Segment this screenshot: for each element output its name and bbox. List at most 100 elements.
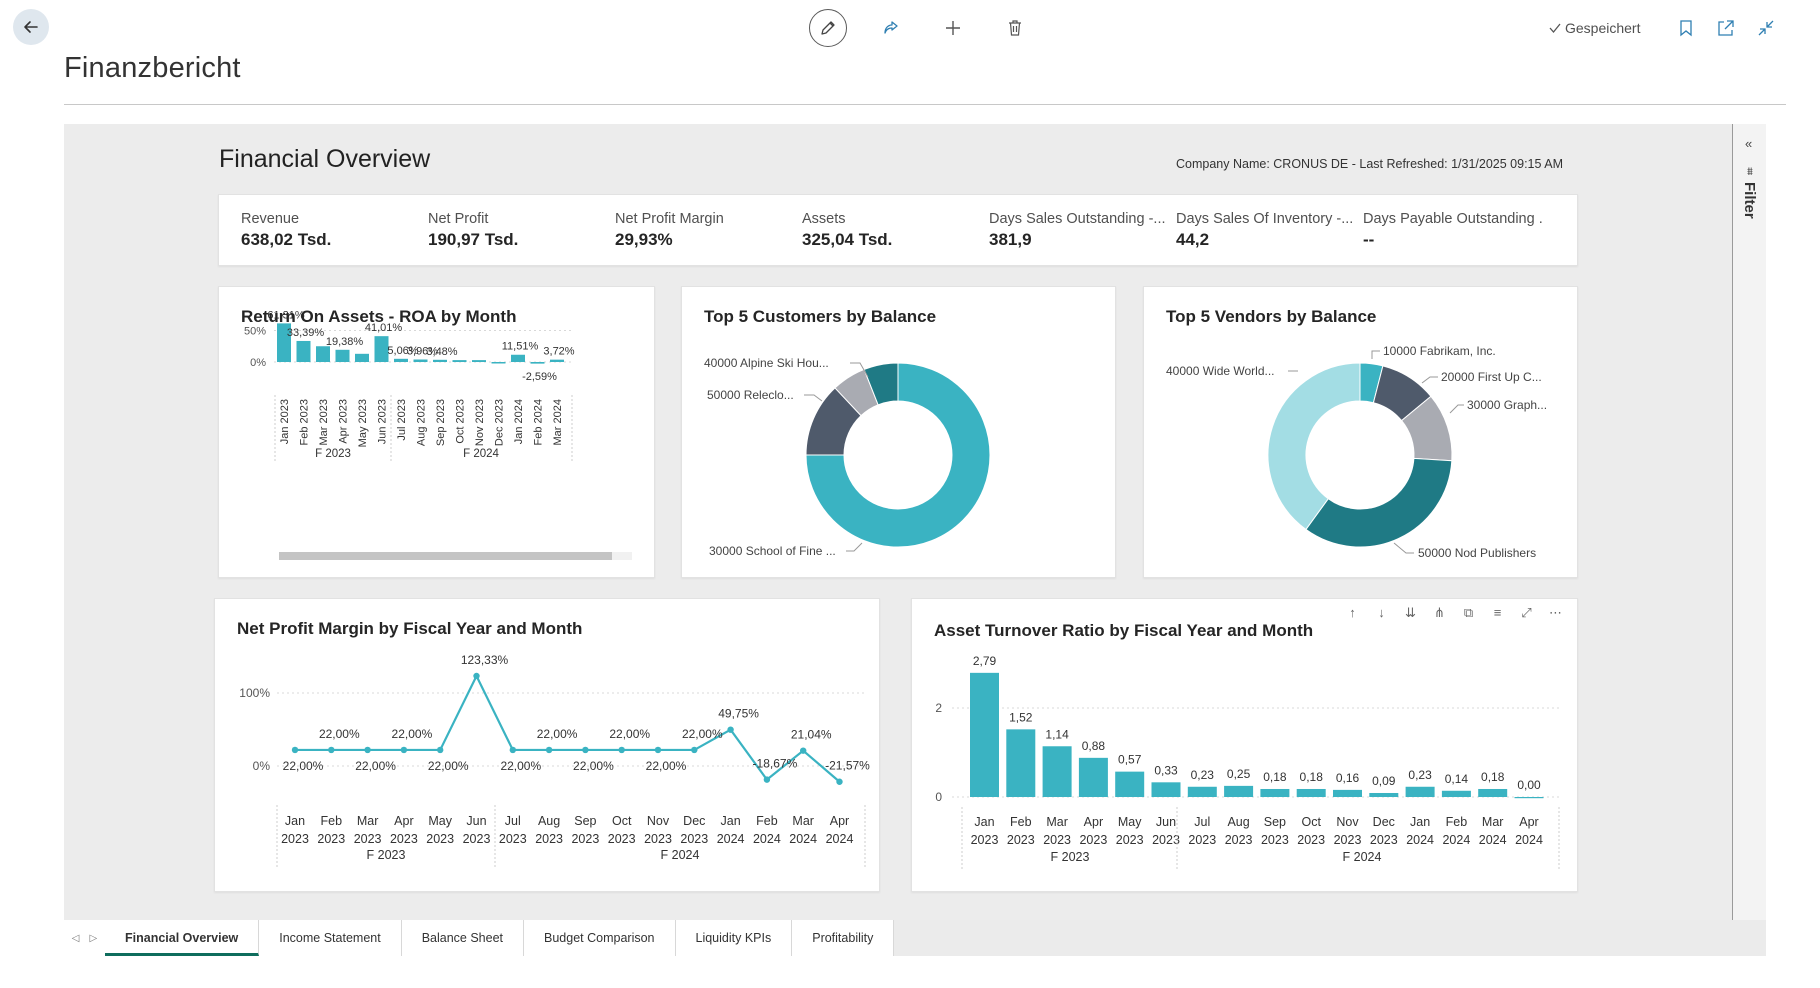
- collapse-button[interactable]: [1756, 16, 1776, 40]
- customers-legend-label: 40000 Alpine Ski Hou...: [704, 356, 829, 370]
- npm-point: [618, 746, 625, 754]
- atr-x-month: Jan: [1410, 815, 1430, 829]
- atr-x-month: Nov: [1336, 815, 1359, 829]
- expand-all-down-icon[interactable]: ⇊: [1405, 605, 1416, 620]
- roa-x-tick: Oct 2023: [455, 399, 467, 444]
- header-divider: [64, 104, 1786, 105]
- atr-x-year: 2023: [1225, 833, 1253, 847]
- drill-down-icon[interactable]: ↓: [1378, 605, 1385, 620]
- open-new-window-icon: [1718, 20, 1734, 36]
- tab-budget-comparison[interactable]: Budget Comparison: [524, 920, 676, 956]
- npm-data-label: 22,00%: [537, 727, 578, 741]
- atr-x-month: Mar: [1482, 815, 1504, 829]
- delete-button[interactable]: [997, 10, 1033, 46]
- open-new-window-button[interactable]: [1716, 16, 1736, 40]
- vendors-leader-line: [1421, 376, 1438, 384]
- kpi-net-profit-margin[interactable]: Net Profit Margin 29,93%: [615, 211, 795, 250]
- npm-data-label: 21,04%: [791, 728, 832, 742]
- tab-financial-overview[interactable]: Financial Overview: [105, 920, 260, 956]
- tab-income-statement[interactable]: Income Statement: [259, 920, 402, 956]
- bookmark-button[interactable]: [1676, 16, 1696, 40]
- npm-x-year: 2023: [499, 832, 527, 846]
- npm-series-line: [295, 673, 841, 783]
- roa-data-label: 5,06%: [387, 345, 418, 357]
- npm-data-label: 22,00%: [283, 759, 324, 773]
- atr-x-month: Sep: [1264, 815, 1286, 829]
- roa-chart[interactable]: 50% 0% 61,31% Jan 2023 33,39% Feb 2023 Mar 202…: [219, 287, 656, 579]
- tab-profitability[interactable]: Profitability: [792, 920, 895, 956]
- kpi-net-profit[interactable]: Net Profit 190,97 Tsd.: [428, 211, 608, 250]
- focus-mode-icon[interactable]: ⤢: [1521, 605, 1532, 620]
- kpi-card[interactable]: Revenue 638,02 Tsd. Net Profit 190,97 Ts…: [218, 194, 1578, 266]
- customers-legend-label: 50000 Releclo...: [707, 388, 794, 402]
- tab-liquidity-kpis[interactable]: Liquidity KPIs: [675, 920, 793, 956]
- roa-bar: [394, 358, 408, 362]
- npm-x-month: Feb: [321, 814, 343, 828]
- edit-button[interactable]: [809, 9, 847, 47]
- vendors-chart-card[interactable]: 10000 Fabrikam, Inc. 20000 First Up C... 3…: [1143, 286, 1578, 578]
- npm-point: [800, 747, 807, 754]
- tab-scroll-right-icon[interactable]: ▷: [89, 932, 98, 944]
- atr-x-year: 2023: [1043, 833, 1071, 847]
- roa-bar: [316, 346, 330, 362]
- customers-donut-chart[interactable]: 40000 Alpine Ski Hou... 50000 Releclo... 3…: [682, 287, 1117, 579]
- roa-x-tick: Dec 2023: [494, 399, 506, 446]
- roa-bar: [550, 359, 564, 362]
- roa-bar: [472, 360, 486, 362]
- roa-data-label: 19,38%: [326, 336, 364, 348]
- kpi-revenue[interactable]: Revenue 638,02 Tsd.: [241, 211, 421, 250]
- npm-x-month: Apr: [830, 814, 849, 828]
- roa-x-tick: Jul 2023: [396, 399, 408, 441]
- expand-hierarchy-icon[interactable]: ⋔: [1434, 605, 1445, 620]
- back-button[interactable]: [13, 9, 49, 45]
- npm-x-year: 2024: [717, 832, 745, 846]
- npm-chart-card[interactable]: 100% 0% 22,00% Jan 2023 22,00% Feb 2023 22,00% Ma…: [214, 598, 880, 892]
- npm-line-chart[interactable]: 100% 0% 22,00% Jan 2023 22,00% Feb 2023 22,00% Ma…: [215, 599, 881, 893]
- atr-bar: [1151, 782, 1181, 797]
- customers-legend-label: 30000 School of Fine ...: [709, 544, 836, 558]
- npm-point: [400, 746, 408, 754]
- share-icon: [884, 21, 898, 34]
- atr-bar: [1042, 746, 1072, 797]
- roa-x-tick: Mar 2023: [318, 399, 330, 445]
- atr-bar: [1260, 788, 1290, 797]
- add-icon: [946, 21, 960, 35]
- npm-x-month: Jan: [721, 814, 741, 828]
- collapse-filter-icon[interactable]: «: [1745, 136, 1753, 151]
- more-options-icon[interactable]: ⋯: [1549, 605, 1562, 620]
- customers-chart-card[interactable]: 40000 Alpine Ski Hou... 50000 Releclo... 3…: [681, 286, 1116, 578]
- tab-scroll-left-icon[interactable]: ◁: [71, 932, 80, 944]
- drill-up-icon[interactable]: ↑: [1349, 605, 1356, 620]
- share-button[interactable]: [873, 10, 909, 46]
- customers-slice: [805, 362, 991, 548]
- roa-bar: [491, 362, 506, 364]
- top-right-actions: [1676, 16, 1776, 40]
- add-button[interactable]: [935, 10, 971, 46]
- tab-balance-sheet[interactable]: Balance Sheet: [401, 920, 525, 956]
- roa-chart-card[interactable]: 50% 0% 61,31% Jan 2023 33,39% Feb 2023 Mar 202…: [218, 286, 655, 578]
- atr-chart-title: Asset Turnover Ratio by Fiscal Year and …: [934, 621, 1314, 640]
- atr-chart-card[interactable]: 2 0 2,79 Jan 2023 1,52 Feb 2023 1,14 Mar 2023 0,88 A…: [911, 598, 1578, 892]
- atr-bar-chart[interactable]: 2 0 2,79 Jan 2023 1,52 Feb 2023 1,14 Mar 2023 0,88 A…: [912, 599, 1579, 893]
- collapse-icon: [1758, 20, 1774, 36]
- roa-x-tick: Feb 2024: [533, 399, 545, 445]
- atr-data-label: 0,18: [1300, 770, 1324, 784]
- customers-slice: [863, 362, 899, 406]
- npm-data-label: 123,33%: [461, 653, 509, 667]
- copy-visual-icon[interactable]: ⧉: [1463, 605, 1474, 620]
- kpi-label: Net Profit: [428, 211, 489, 227]
- atr-data-label: 0,09: [1372, 774, 1396, 788]
- filter-visual-icon[interactable]: ≡: [1493, 605, 1502, 620]
- kpi-days-sales-outstanding[interactable]: Days Sales Outstanding -... 381,9: [989, 211, 1169, 250]
- kpi-days-payable-outstanding[interactable]: Days Payable Outstanding ... --: [1363, 211, 1543, 250]
- filter-pane[interactable]: « ⩩ Filter: [1732, 124, 1766, 920]
- roa-bar: [413, 359, 428, 362]
- kpi-days-sales-of-inventory[interactable]: Days Sales Of Inventory -... 44,2: [1176, 211, 1356, 250]
- kpi-assets[interactable]: Assets 325,04 Tsd.: [802, 211, 982, 250]
- atr-data-label: 0,18: [1263, 770, 1287, 784]
- atr-x-month: Jul: [1194, 815, 1210, 829]
- vendors-donut-chart[interactable]: 10000 Fabrikam, Inc. 20000 First Up C... 3…: [1144, 287, 1579, 579]
- vendors-chart-title: Top 5 Vendors by Balance: [1166, 307, 1377, 326]
- atr-x-month: Feb: [1010, 815, 1032, 829]
- npm-data-label: -21,57%: [825, 759, 870, 773]
